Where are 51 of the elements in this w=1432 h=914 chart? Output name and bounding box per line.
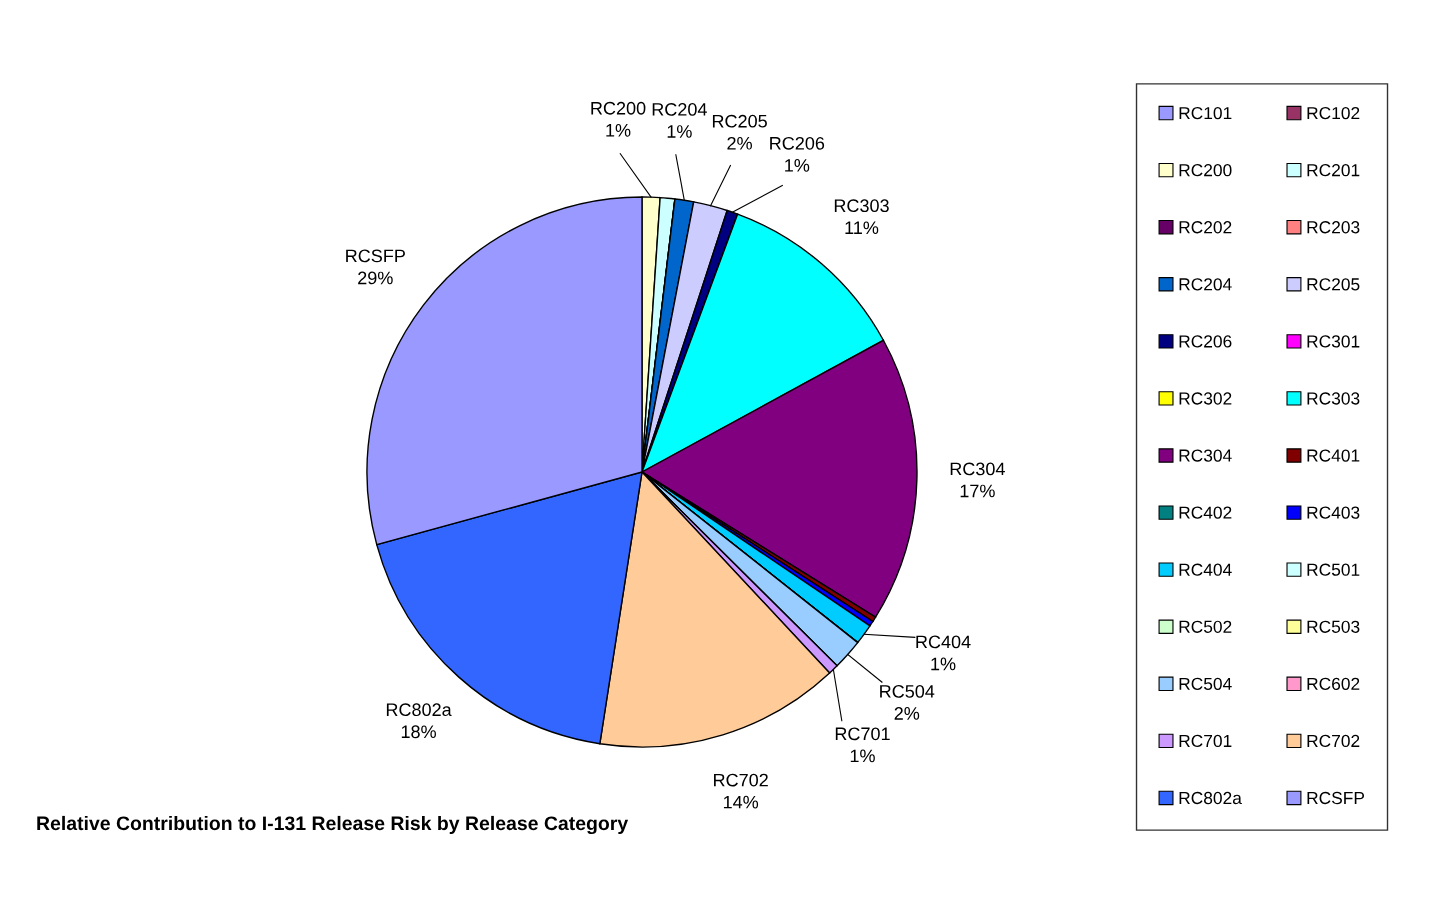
data-label: 2% — [727, 136, 752, 150]
slice-label: RC206 — [770, 136, 825, 150]
legend-label: RC301 — [1307, 335, 1360, 348]
slice-label: RC404 — [916, 635, 971, 649]
data-label: 11% — [845, 221, 879, 235]
legend-label: RC702 — [1307, 734, 1360, 748]
legend-label: RC201 — [1307, 164, 1360, 177]
data-label: 1% — [785, 159, 810, 172]
legend-label: RC502 — [1179, 620, 1232, 633]
data-label: 1% — [606, 123, 631, 137]
slice-label: RC701 — [835, 727, 890, 741]
slice-label: RC303 — [834, 199, 889, 213]
slice-label: RC802a — [386, 703, 452, 717]
legend-label: RC403 — [1307, 506, 1360, 519]
legend-label: RC200 — [1179, 164, 1232, 177]
legend-label: RC206 — [1179, 335, 1232, 348]
slice-label: RC304 — [950, 462, 1005, 476]
legend-label: RC205 — [1307, 278, 1360, 291]
legend-label: RC802a — [1179, 791, 1242, 805]
legend-label: RC302 — [1179, 392, 1232, 405]
data-label: 1% — [667, 125, 692, 138]
data-label: 2% — [894, 707, 920, 720]
legend-label: RC602 — [1307, 677, 1360, 691]
data-label: 18% — [401, 725, 436, 739]
legend-label: RC501 — [1307, 563, 1360, 576]
legend-label: RC401 — [1307, 449, 1360, 462]
slice-label: RC205 — [712, 114, 767, 128]
legend-label: RC304 — [1179, 449, 1232, 462]
legend-label: RC204 — [1179, 278, 1232, 291]
data-label: 29% — [358, 271, 393, 285]
legend-label: RC504 — [1179, 677, 1232, 691]
legend-label: RC202 — [1179, 221, 1232, 234]
slice-label: RC504 — [880, 684, 935, 698]
legend-label: RCSFP — [1307, 791, 1365, 805]
text: Relative Contribution to I-131 Release Risk by Release Category — [37, 815, 629, 835]
legend-label: RC303 — [1307, 392, 1360, 405]
data-label: 17% — [960, 484, 995, 498]
legend-label: RC404 — [1179, 563, 1232, 576]
legend-label: RC101 — [1179, 106, 1232, 120]
legend-label: RC402 — [1179, 506, 1232, 519]
legend-label: RC503 — [1307, 620, 1360, 633]
slice-label: RC702 — [714, 773, 768, 787]
slice-label: RC200 — [591, 101, 646, 115]
data-label: 1% — [850, 749, 875, 763]
legend-label: RC203 — [1307, 221, 1360, 234]
slice-label: RC204 — [652, 103, 707, 116]
legend-label: RC102 — [1307, 106, 1360, 120]
data-label: 1% — [931, 657, 956, 671]
data-label: 14% — [723, 795, 759, 809]
legend-label: RC701 — [1179, 734, 1232, 748]
slice-label: RCSFP — [346, 249, 405, 263]
